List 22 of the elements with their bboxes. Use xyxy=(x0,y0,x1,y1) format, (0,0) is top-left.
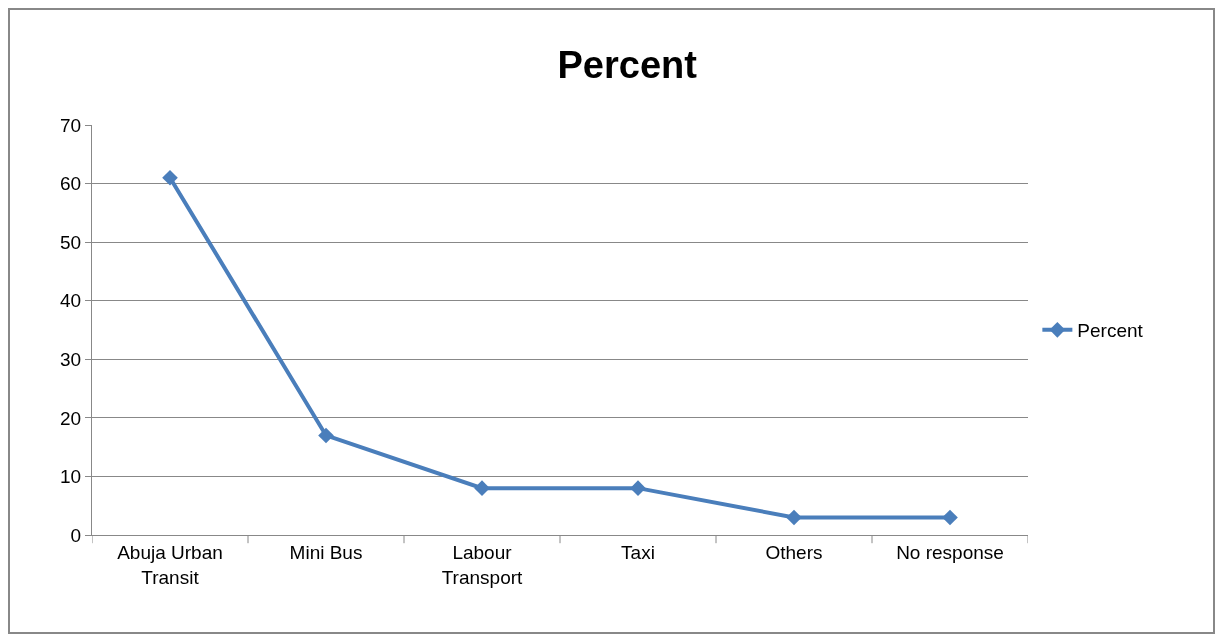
y-tick-label: 60 xyxy=(60,173,82,195)
point xyxy=(942,509,958,526)
point xyxy=(474,480,490,496)
x-tick-label: No response xyxy=(896,541,1004,563)
y-tick-label: 40 xyxy=(60,290,82,312)
y-tick-label: 0 xyxy=(70,524,82,546)
x-tick-label: Taxi xyxy=(621,541,655,563)
x-tick-label: Abuja Urban Transit xyxy=(117,541,223,588)
y-tick-label: 30 xyxy=(60,348,82,370)
x-tick-label: Others xyxy=(765,541,823,563)
legend-label: Percent xyxy=(1077,320,1144,342)
y-tick-label: 20 xyxy=(60,407,82,429)
y-tick-label: 10 xyxy=(60,466,82,488)
point xyxy=(318,427,334,444)
x-tick-label: Labour Transport xyxy=(441,541,524,588)
y-tick-label: 70 xyxy=(60,114,82,136)
point xyxy=(630,480,646,496)
y-tick-label: 50 xyxy=(60,231,82,253)
x-tick-label: Mini Bus xyxy=(289,541,363,563)
point xyxy=(786,509,802,526)
chart-title: Percent xyxy=(557,43,698,86)
point xyxy=(162,169,178,186)
